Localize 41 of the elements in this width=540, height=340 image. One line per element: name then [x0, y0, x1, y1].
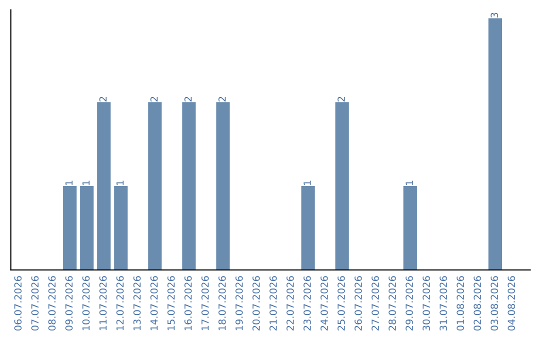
- x-tick-label: 15.07.2026: [167, 276, 175, 330]
- x-tick-label: 23.07.2026: [304, 276, 311, 330]
- data-label: 1: [65, 180, 73, 185]
- data-label: 1: [406, 180, 413, 185]
- data-label: 2: [338, 96, 345, 102]
- data-label: 2: [150, 96, 158, 102]
- x-tick-label: 10.07.2026: [82, 276, 90, 330]
- x-tick-label: 17.07.2026: [201, 276, 209, 330]
- x-tick-label: 03.08.2026: [490, 276, 498, 331]
- x-tick-label: 27.07.2026: [372, 276, 379, 330]
- x-tick-label: 25.07.2026: [338, 276, 345, 330]
- x-tick-label: 12.07.2026: [116, 276, 124, 330]
- x-tick-label: 26.07.2026: [354, 276, 362, 330]
- x-tick-label: 09.07.2026: [65, 276, 73, 331]
- data-label: 3: [490, 12, 498, 18]
- x-tick-label: 18.07.2026: [218, 276, 226, 330]
- data-label: 2: [184, 96, 192, 102]
- x-tick-label: 04.08.2026: [508, 276, 516, 331]
- x-tick-label: 08.07.2026: [48, 276, 56, 331]
- x-tick-label: 22.07.2026: [286, 276, 294, 330]
- data-label: 1: [304, 180, 311, 185]
- x-tick-label: 28.07.2026: [388, 276, 396, 330]
- x-tick-label: 02.08.2026: [474, 276, 482, 331]
- x-tick-label: 20.07.2026: [252, 276, 260, 330]
- x-tick-label: 30.07.2026: [422, 276, 430, 330]
- x-tick-label: 29.07.2026: [406, 276, 413, 330]
- x-tick-label: 19.07.2026: [235, 276, 243, 330]
- data-label: 1: [116, 180, 124, 185]
- x-tick-label: 24.07.2026: [320, 276, 328, 330]
- x-tick-label: 13.07.2026: [133, 276, 141, 330]
- x-tick-label: 11.07.2026: [99, 276, 107, 330]
- x-tick-label: 21.07.2026: [269, 276, 277, 330]
- x-tick-label: 01.08.2026: [456, 276, 464, 331]
- x-tick-label: 31.07.2026: [440, 276, 448, 330]
- data-label: 2: [99, 96, 107, 102]
- data-label: 2: [218, 96, 226, 102]
- x-tick-label: 14.07.2026: [150, 276, 158, 330]
- x-tick-label: 07.07.2026: [31, 276, 39, 331]
- data-label: 1: [82, 180, 90, 185]
- x-tick-label: 16.07.2026: [184, 276, 192, 330]
- x-tick-label: 06.07.2026: [14, 276, 22, 331]
